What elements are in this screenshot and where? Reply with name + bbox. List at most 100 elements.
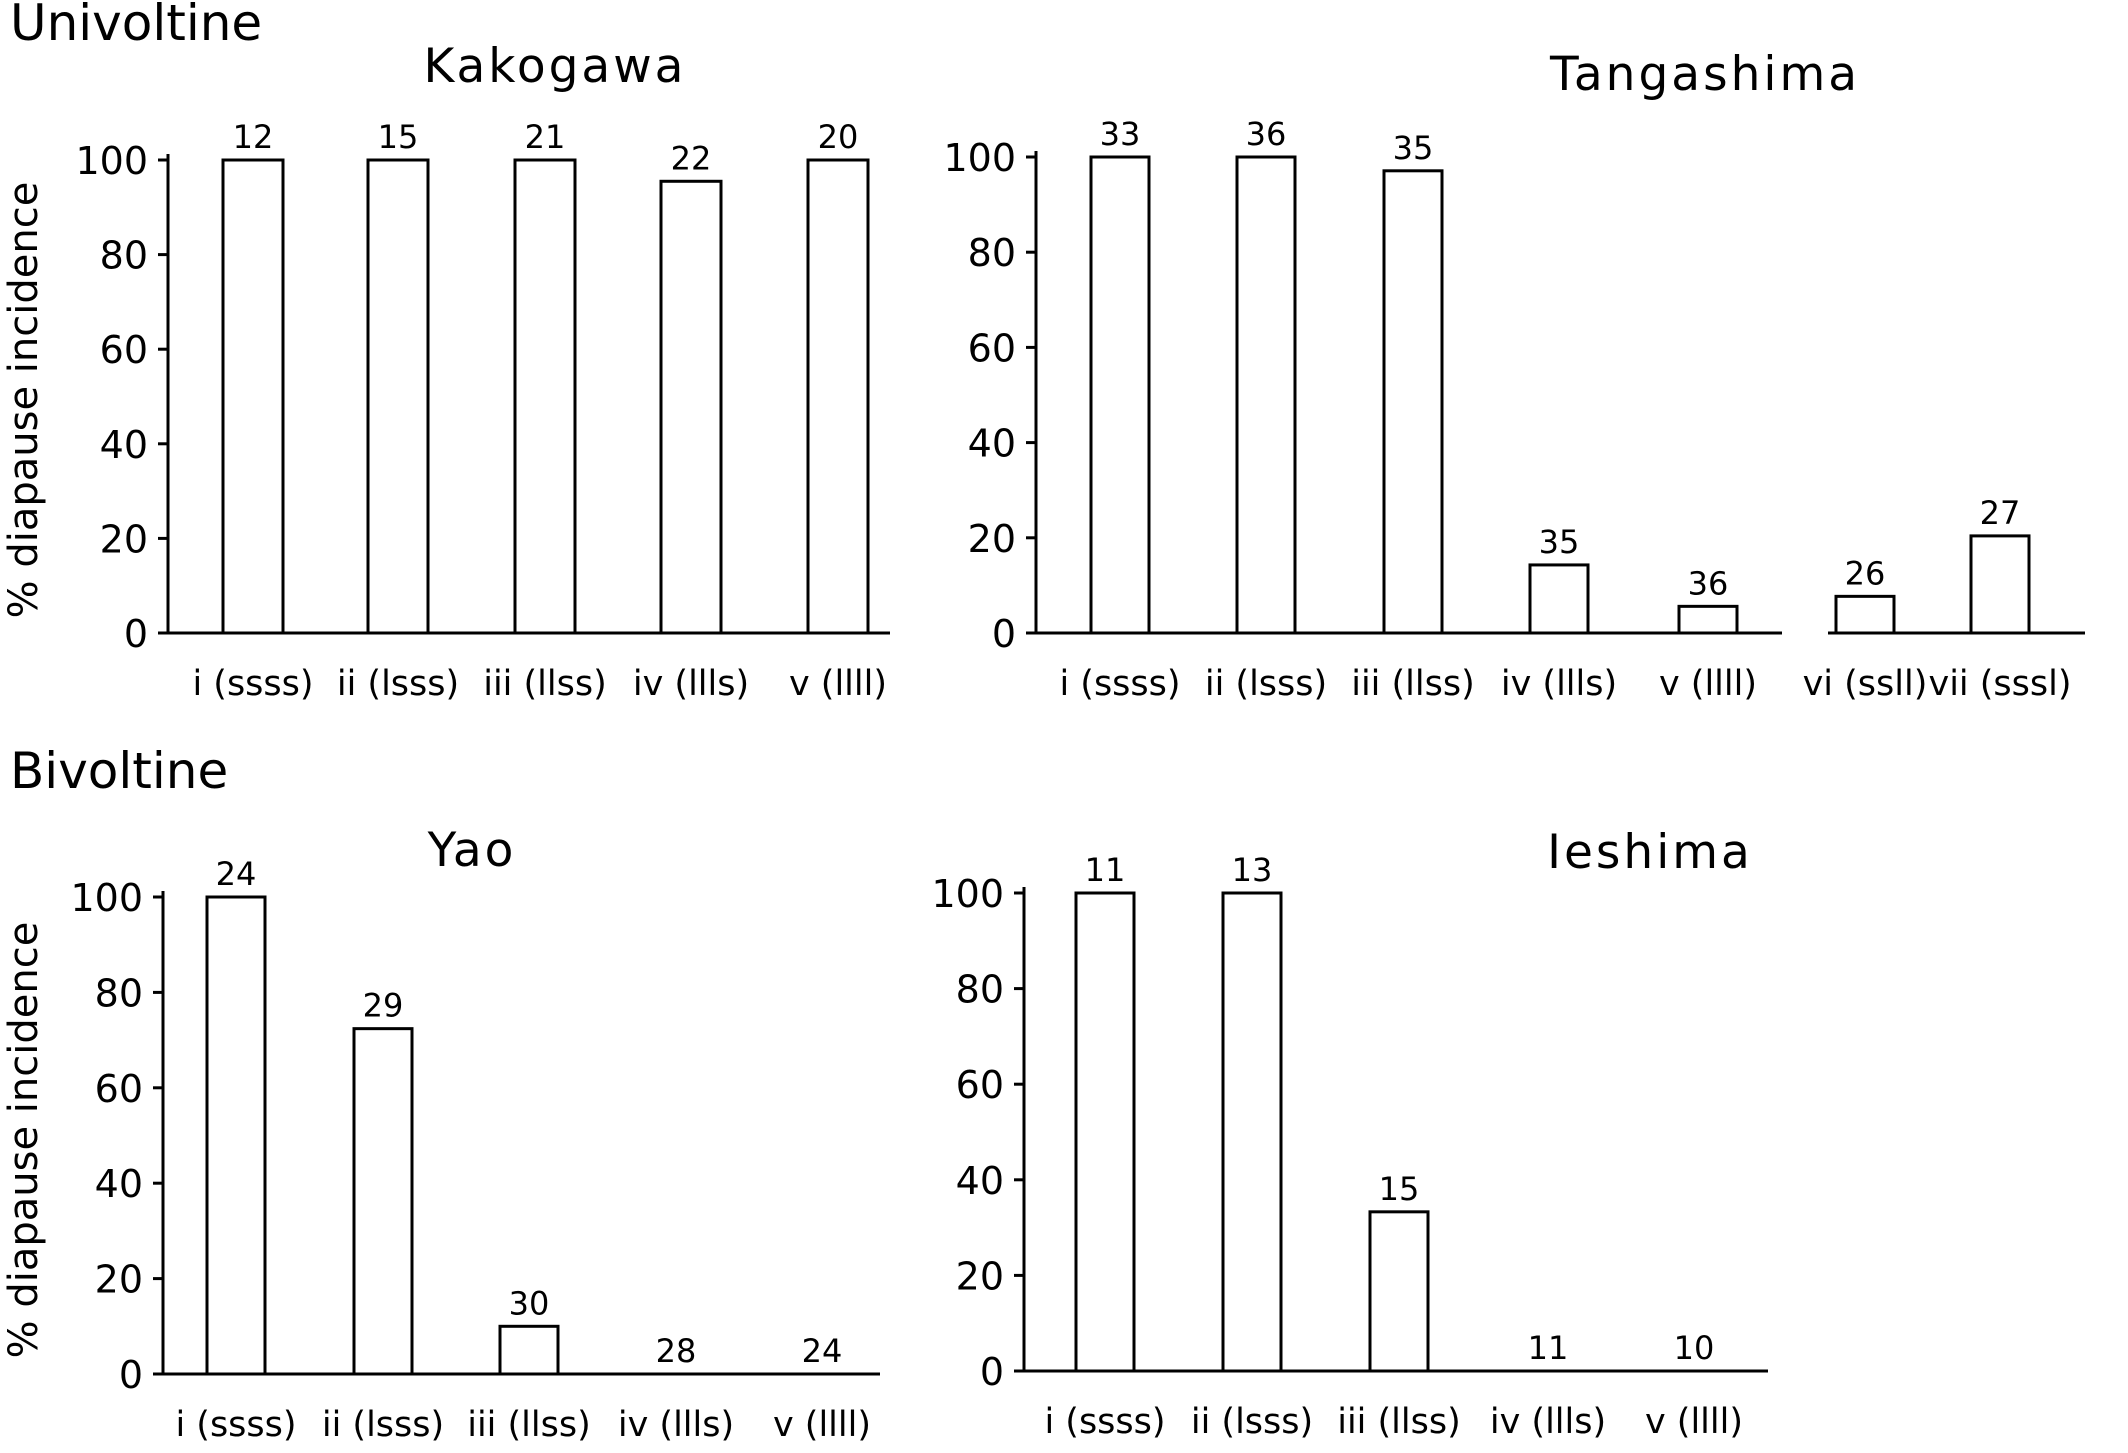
x-tick-label: vi (ssll)	[1803, 664, 1928, 704]
chart-3: Ieshima 0 20 40 60 80 100 11 i (ssss) 13 ii (lsss)…	[931, 825, 1768, 1442]
y-tick-label: 40	[968, 422, 1016, 466]
bar-1	[1074, 891, 1136, 1373]
bar-sample-size-label: 21	[525, 118, 566, 156]
bar-sample-size-label: 35	[1393, 129, 1434, 167]
x-tick-label: ii (lsss)	[1205, 664, 1327, 704]
bar-sample-size-label: 10	[1674, 1329, 1715, 1367]
x-tick-label: iv (llls)	[1490, 1402, 1606, 1442]
y-tick-label: 80	[956, 968, 1004, 1012]
bar-3	[1382, 169, 1444, 635]
y-tick-label: 20	[95, 1258, 143, 1302]
x-tick-label: iii (llss)	[1351, 664, 1475, 704]
bar-sample-size-label: 24	[216, 855, 257, 893]
y-tick-label: 20	[100, 517, 148, 561]
x-tick-label: v (llll)	[773, 1405, 871, 1445]
y-tick-label: 80	[968, 231, 1016, 275]
bar-3	[498, 1324, 560, 1376]
bar-sample-size-label: 15	[378, 118, 419, 156]
bar-sample-size-label: 36	[1246, 115, 1287, 153]
x-tick-label: i (ssss)	[1059, 664, 1180, 704]
bar-sample-size-label: 36	[1688, 564, 1729, 602]
bar-sample-size-label: 26	[1845, 554, 1886, 592]
y-tick-label: 60	[956, 1063, 1004, 1107]
x-tick-label: iii (llss)	[1337, 1402, 1461, 1442]
x-tick-label: iv (llls)	[1501, 664, 1617, 704]
bar-sample-size-label: 30	[509, 1284, 550, 1322]
y-tick-label: 0	[119, 1353, 143, 1397]
bar-5	[806, 158, 870, 635]
bar-2	[1221, 891, 1283, 1373]
chart-title: Ieshima	[1547, 825, 1753, 880]
y-tick-label: 40	[100, 423, 148, 467]
y-axis-label: % diapause incidence	[1, 182, 47, 619]
bar-4	[1528, 563, 1590, 635]
y-tick-label: 20	[956, 1254, 1004, 1298]
bar-2	[352, 1027, 414, 1376]
bar-2	[1235, 155, 1297, 635]
bar-3	[1368, 1210, 1430, 1373]
chart-1: Tangashima 0 20 40 60 80 100 33 i (ssss) 36 ii (ls…	[943, 47, 2085, 704]
y-tick-label: 60	[100, 328, 148, 372]
x-tick-label: iv (llls)	[618, 1405, 734, 1445]
x-tick-label: v (llll)	[789, 664, 887, 704]
y-axis-label: % diapause incidence	[1, 922, 47, 1359]
x-tick-label: ii (lsss)	[1191, 1402, 1313, 1442]
bar-sample-size-label: 22	[671, 139, 712, 177]
section-label-bivoltine: Bivoltine	[10, 742, 229, 800]
y-tick-label: 100	[75, 139, 148, 183]
x-tick-label: v (llll)	[1645, 1402, 1743, 1442]
bar-sample-size-label: 15	[1379, 1170, 1420, 1208]
x-tick-label: i (ssss)	[175, 1405, 296, 1445]
y-tick-label: 0	[980, 1350, 1004, 1394]
chart-title: Kakogawa	[424, 39, 687, 94]
y-tick-label: 80	[95, 971, 143, 1015]
y-tick-label: 100	[70, 876, 143, 920]
bar-sample-size-label: 12	[233, 118, 274, 156]
y-tick-label: 40	[95, 1162, 143, 1206]
chart-2: Yao % diapause incidence 0 20 40 60 80 100 24 i (…	[1, 823, 880, 1445]
bar-sample-size-label: 13	[1232, 851, 1273, 889]
bar-7	[1969, 534, 2031, 635]
bar-2	[366, 158, 430, 635]
y-tick-label: 20	[968, 517, 1016, 561]
y-tick-label: 0	[124, 612, 148, 656]
y-tick-label: 80	[100, 234, 148, 278]
bar-5	[1677, 604, 1739, 635]
x-tick-label: iii (llss)	[483, 664, 607, 704]
y-tick-label: 0	[992, 612, 1016, 656]
bar-6	[1834, 594, 1896, 635]
bar-1	[205, 895, 267, 1376]
bar-4	[659, 179, 723, 635]
x-tick-label: ii (lsss)	[322, 1405, 444, 1445]
x-tick-label: i (ssss)	[1044, 1402, 1165, 1442]
bar-sample-size-label: 35	[1539, 523, 1580, 561]
bar-sample-size-label: 11	[1528, 1329, 1569, 1367]
bar-sample-size-label: 33	[1100, 115, 1141, 153]
section-label-univoltine: Univoltine	[10, 0, 263, 52]
x-tick-label: iii (llss)	[467, 1405, 591, 1445]
bar-1	[221, 158, 285, 635]
chart-title: Tangashima	[1549, 47, 1860, 102]
x-tick-label: vii (sssl)	[1928, 664, 2071, 704]
y-tick-label: 40	[956, 1159, 1004, 1203]
x-tick-label: ii (lsss)	[337, 664, 459, 704]
y-tick-label: 60	[95, 1067, 143, 1111]
bar-sample-size-label: 28	[656, 1332, 697, 1370]
y-tick-label: 100	[931, 872, 1004, 916]
bar-3	[513, 158, 577, 635]
bar-sample-size-label: 11	[1085, 851, 1126, 889]
bar-sample-size-label: 29	[363, 987, 404, 1025]
bar-sample-size-label: 24	[802, 1332, 843, 1370]
chart-title: Yao	[427, 823, 517, 878]
y-tick-label: 60	[968, 326, 1016, 370]
x-tick-label: v (llll)	[1659, 664, 1757, 704]
bar-sample-size-label: 20	[818, 118, 859, 156]
y-tick-label: 100	[943, 136, 1016, 180]
bar-sample-size-label: 27	[1980, 494, 2021, 532]
chart-0: Kakogawa % diapause incidence 0 20 40 60 80 100…	[1, 39, 890, 704]
x-tick-label: iv (llls)	[633, 664, 749, 704]
x-tick-label: i (ssss)	[192, 664, 313, 704]
bar-1	[1089, 155, 1151, 635]
